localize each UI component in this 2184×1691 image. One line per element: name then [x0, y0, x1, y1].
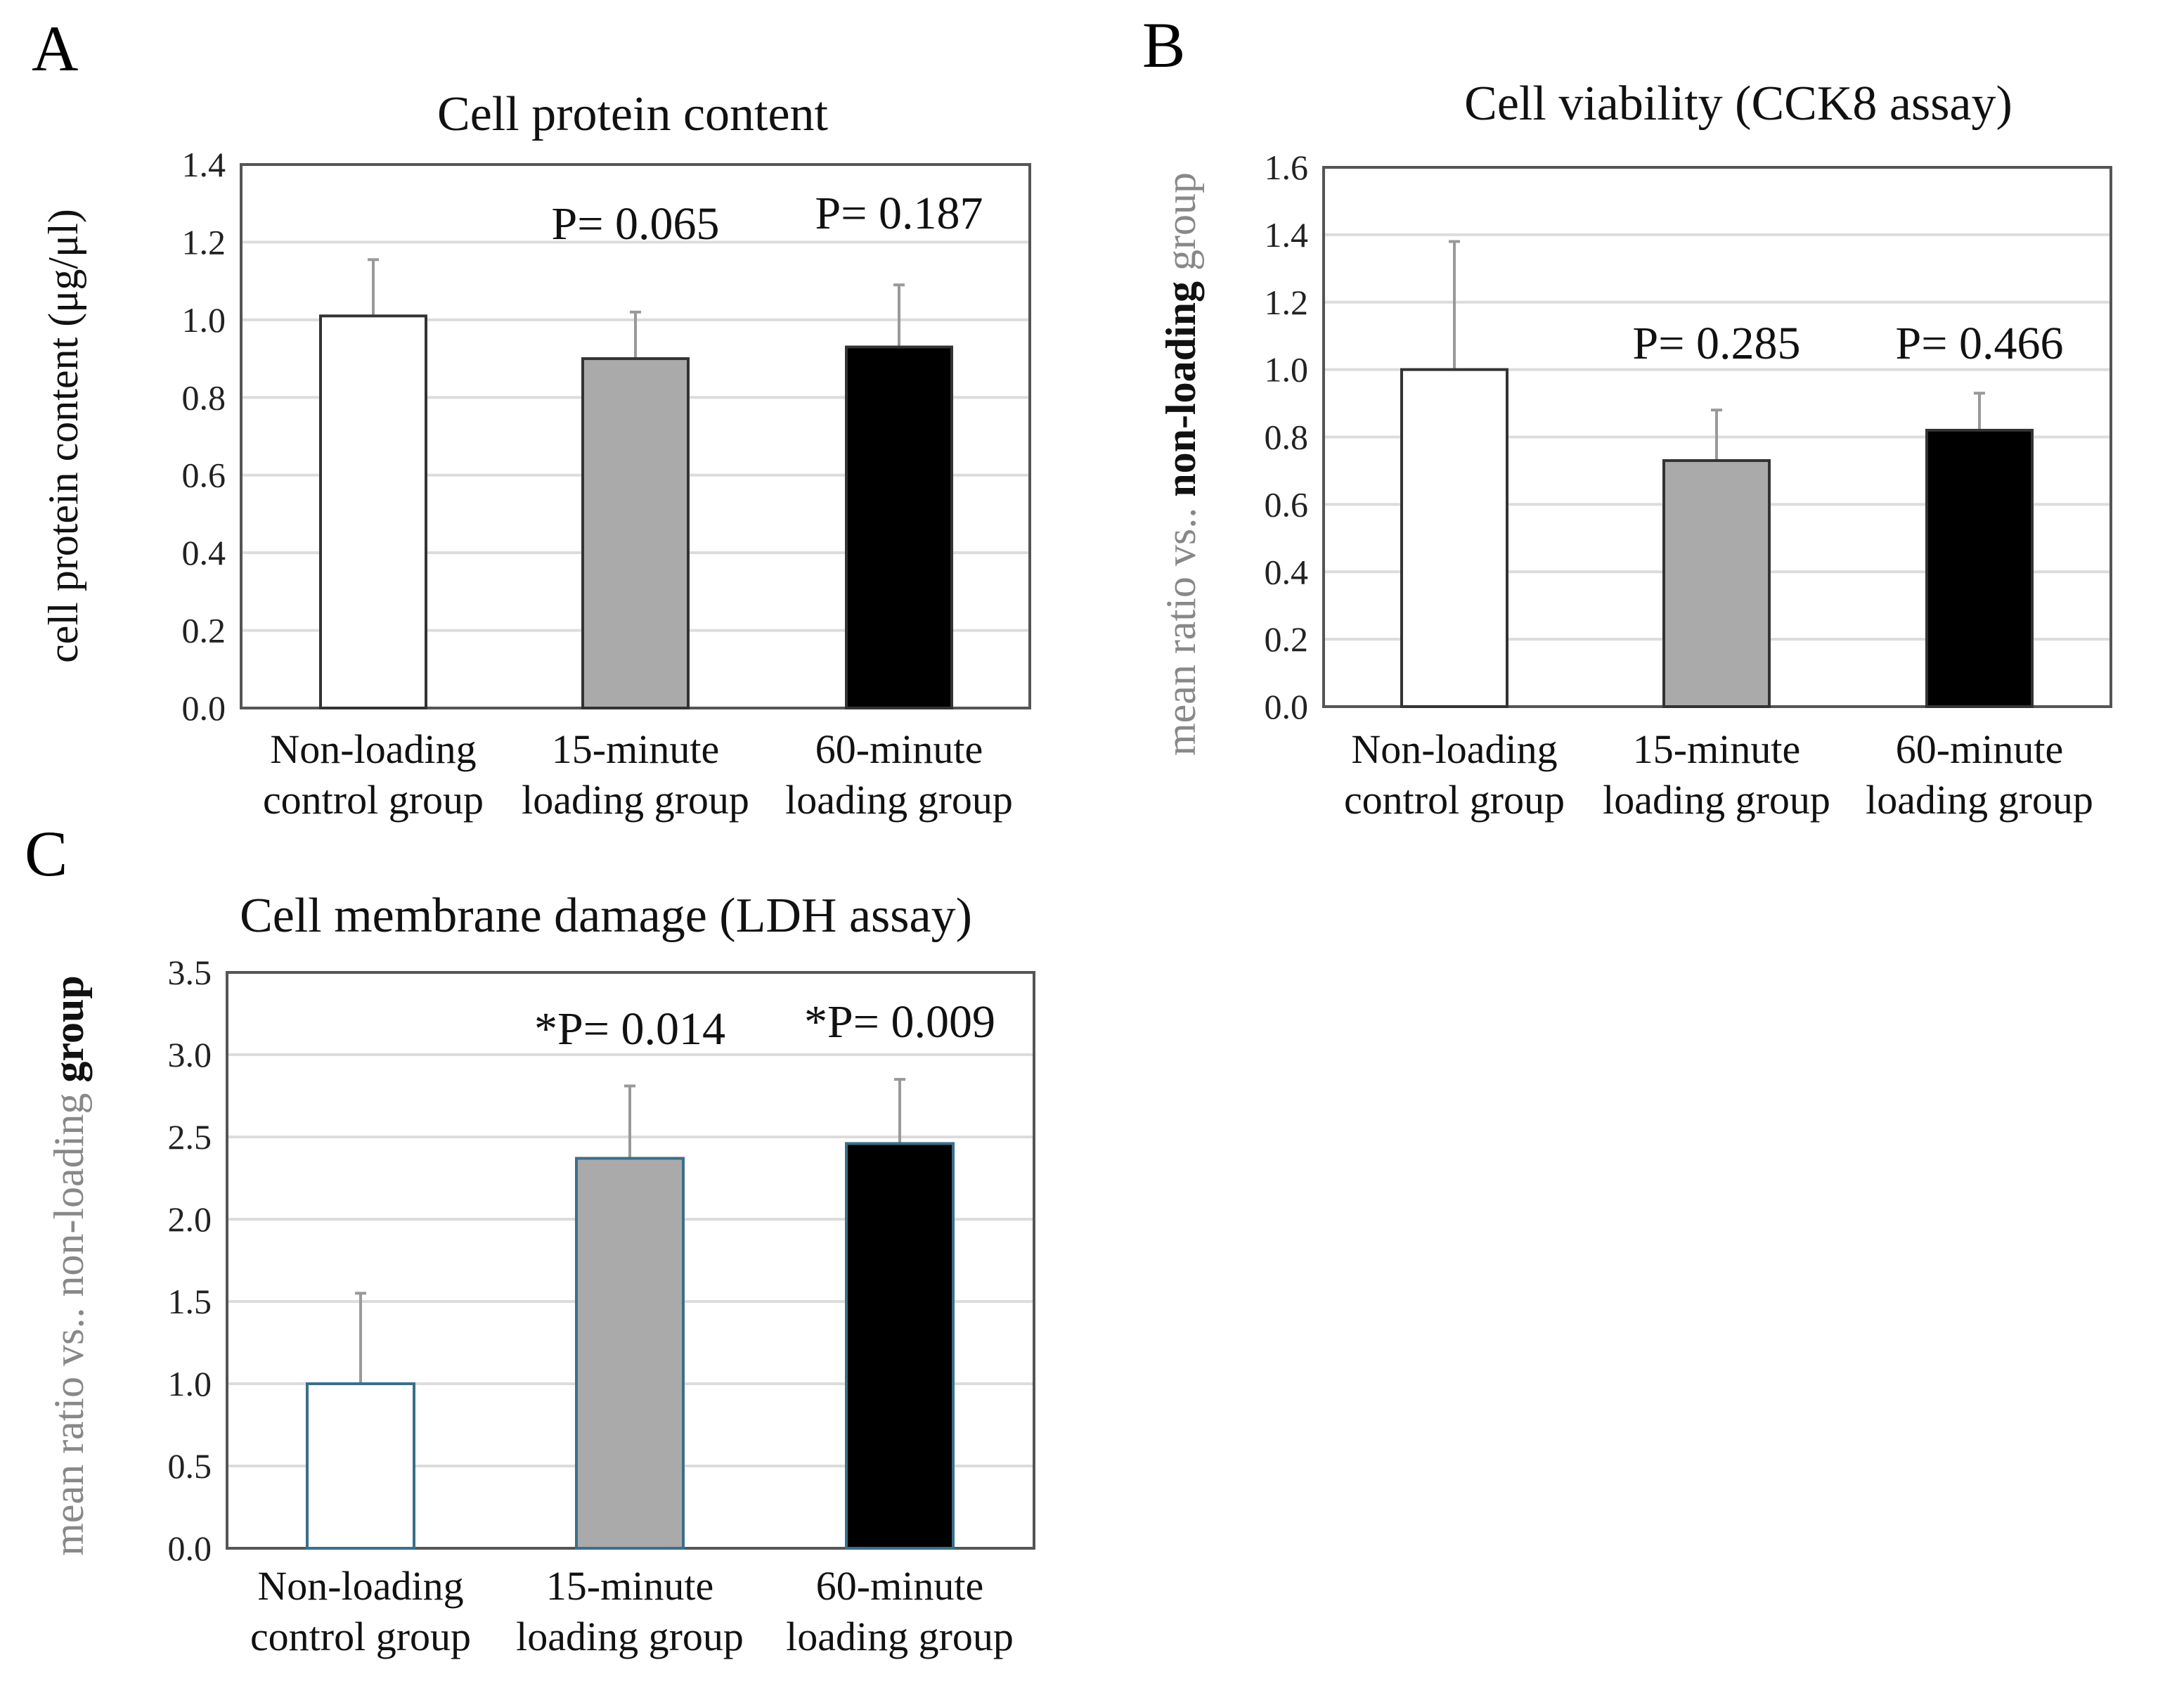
y-tick-label: 2.0	[168, 1200, 212, 1239]
x-category-label: loading group	[786, 1614, 1014, 1659]
y-tick-label: 0.6	[182, 456, 226, 495]
bar	[581, 357, 690, 709]
y-tick-label: 0.8	[182, 378, 226, 417]
bar	[845, 345, 953, 709]
x-category-label: 15-minute	[1633, 726, 1800, 772]
y-tick-label: 1.0	[182, 300, 226, 340]
x-category-label: loading group	[522, 777, 749, 823]
x-category-label: 60-minute	[816, 1563, 983, 1609]
y-tick-label: 1.4	[182, 145, 226, 184]
x-category-label: 60-minute	[1896, 726, 2063, 772]
y-tick-label: 3.0	[168, 1035, 212, 1074]
y-tick-label: 0.8	[1265, 418, 1309, 457]
y-tick-label: 0.4	[1265, 552, 1309, 591]
y-axis-label-part: group	[1158, 172, 1204, 281]
x-category-label: control group	[263, 777, 484, 823]
p-value-annotation: P= 0.466	[1896, 318, 2064, 369]
y-axis-label-part: mean ratio vs.. non-loading	[46, 1083, 92, 1556]
y-tick-label: 1.5	[168, 1282, 212, 1321]
y-tick-label: 1.0	[1265, 350, 1309, 390]
y-tick-label: 1.0	[168, 1364, 212, 1403]
chart-panel-a: A Cell protein content 0.0 0.2 0.4 0.6 0.8 1.0 1…	[32, 13, 1031, 823]
y-tick-label: 0.4	[182, 533, 226, 572]
p-value-annotation: *P= 0.014	[534, 1003, 725, 1055]
chart-title: Cell protein content	[437, 87, 829, 141]
chart-panel-b: B Cell viability (CCK8 assay) 0.0 0.2 0.4 0.6…	[1142, 9, 2112, 823]
y-tick-label: 0.6	[1265, 484, 1309, 524]
p-value-annotation: P= 0.187	[815, 188, 983, 239]
bar	[845, 1142, 955, 1550]
x-category-label: loading group	[1603, 777, 1830, 823]
x-category-label: loading group	[1866, 777, 2093, 823]
x-category-label: Non-loading	[257, 1563, 463, 1609]
y-axis-label-part: group	[46, 975, 92, 1082]
y-axis-label-part: cell protein content (μg/μl)	[40, 209, 86, 663]
y-axis-label-part: mean ratio vs..	[1158, 497, 1204, 756]
x-category-label: Non-loading	[270, 726, 476, 772]
panel-label: A	[32, 13, 78, 84]
bar	[575, 1157, 685, 1550]
y-axis-label: mean ratio vs.. non-loading group	[1158, 172, 1204, 756]
chart-title: Cell membrane damage (LDH assay)	[240, 889, 972, 943]
y-tick-label: 0.5	[168, 1446, 212, 1486]
y-tick-label: 0.2	[1265, 619, 1309, 659]
panel-label: B	[1142, 9, 1185, 81]
p-value-annotation: *P= 0.009	[804, 996, 995, 1048]
chart-panel-c: C Cell membrane damage (LDH assay) 0.0 0.5 1…	[25, 818, 1035, 1659]
bar	[319, 314, 427, 710]
x-category-label: 60-minute	[815, 726, 983, 772]
y-tick-label: 0.0	[168, 1529, 212, 1568]
bar	[1400, 368, 1508, 708]
y-tick-label: 0.0	[182, 688, 226, 728]
y-tick-label: 1.6	[1265, 148, 1309, 187]
x-category-label: loading group	[785, 777, 1013, 823]
bar	[1925, 428, 2034, 708]
y-tick-label: 2.5	[168, 1117, 212, 1157]
y-axis-label-part: non-loading	[1158, 281, 1204, 497]
panel-label: C	[25, 818, 67, 889]
y-tick-label: 1.2	[182, 222, 226, 262]
x-category-label: control group	[250, 1614, 471, 1659]
x-category-label: Non-loading	[1351, 726, 1557, 772]
y-tick-label: 0.0	[1265, 687, 1309, 726]
y-axis-label: mean ratio vs.. non-loading group	[46, 975, 92, 1555]
y-tick-label: 3.5	[168, 953, 212, 992]
p-value-annotation: P= 0.065	[552, 198, 720, 250]
bar	[306, 1382, 415, 1550]
y-tick-label: 1.2	[1265, 283, 1309, 322]
y-axis-label: cell protein content (μg/μl)	[40, 209, 86, 663]
y-tick-label: 0.2	[182, 611, 226, 650]
y-tick-label: 1.4	[1265, 215, 1309, 255]
x-category-label: 15-minute	[552, 726, 719, 772]
x-category-label: 15-minute	[546, 1563, 713, 1609]
p-value-annotation: P= 0.285	[1633, 318, 1801, 369]
x-category-label: control group	[1344, 777, 1565, 823]
chart-title: Cell viability (CCK8 assay)	[1464, 77, 2012, 131]
x-category-label: loading group	[516, 1614, 744, 1659]
bar	[1662, 459, 1771, 709]
